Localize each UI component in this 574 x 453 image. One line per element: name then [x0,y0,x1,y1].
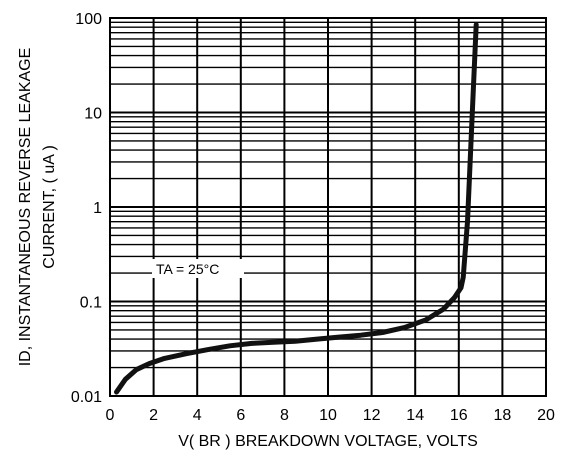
x-tick-label: 16 [450,407,468,424]
x-tick-label: 8 [280,407,289,424]
x-tick-label: 12 [363,407,381,424]
x-tick-label: 10 [319,407,337,424]
x-tick-label: 6 [236,407,245,424]
x-tick-label: 14 [406,407,424,424]
y-tick-label: 0.1 [80,295,102,312]
leakage-curve [114,22,479,395]
x-tick-label: 18 [494,407,512,424]
x-tick-label: 0 [106,407,115,424]
x-axis-label: V( BR ) BREAKDOWN VOLTAGE, VOLTS [178,433,478,450]
x-tick-labels: 0 2 4 6 8 10 12 14 16 18 20 [106,407,555,424]
y-axis-label-line-2: CURRENT, ( uA ) [41,145,58,269]
y-tick-labels: 0.01 0.1 1 10 100 [71,11,102,406]
y-tick-label: 0.01 [71,389,102,406]
x-tick-label: 2 [149,407,158,424]
annotation-label: TA = 25°C [156,261,219,277]
x-tick-label: 20 [537,407,555,424]
y-tick-label: 1 [93,200,102,217]
y-tick-label: 10 [84,106,102,123]
x-tick-label: 4 [193,407,202,424]
y-axis-label-line-1: ID, INSTANTANEOUS REVERSE LEAKAGE [17,48,34,367]
y-tick-label: 100 [75,11,102,28]
plot-frame [109,17,547,397]
annotation-box: TA = 25°C [152,259,244,278]
